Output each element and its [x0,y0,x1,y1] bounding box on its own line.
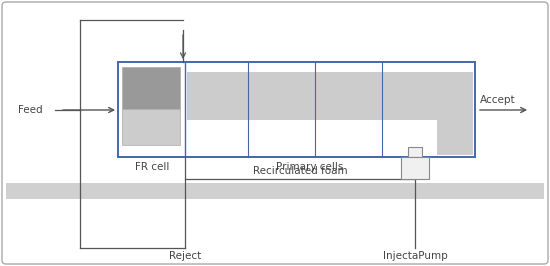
Text: FR cell: FR cell [135,162,169,172]
Text: InjectaPump: InjectaPump [383,251,447,261]
Bar [118,62,475,157]
Bar [187,72,473,120]
Text: Accept: Accept [480,95,516,105]
Text: Reject: Reject [169,251,201,261]
Bar [6,183,544,199]
FancyBboxPatch shape [2,2,548,264]
Bar [122,109,180,145]
Bar [122,67,180,109]
Text: Feed: Feed [18,105,43,115]
Bar [408,147,422,157]
Text: Recirculated foam: Recirculated foam [252,166,347,176]
Bar [401,157,429,179]
Polygon shape [382,72,473,155]
Text: Primary cells: Primary cells [276,162,344,172]
